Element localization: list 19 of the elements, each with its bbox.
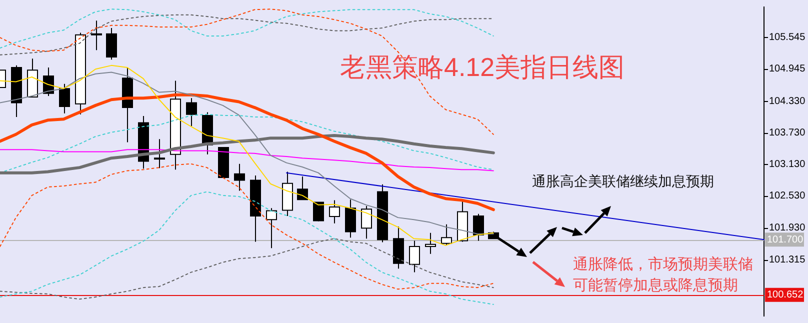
- ref-line-label: 101.700: [767, 234, 804, 246]
- line-series: [0, 191, 494, 305]
- y-tick-label: 105.545: [769, 32, 806, 44]
- y-tick-label: 101.315: [769, 254, 806, 266]
- line-series: [0, 8, 494, 135]
- y-tick-label: 103.730: [769, 128, 806, 139]
- annotation: 通胀降低，市场预期美联储可能暂停加息或降息预期: [573, 255, 754, 296]
- y-tick-label: 103.130: [769, 159, 806, 170]
- y-tick-label: 104.945: [769, 64, 806, 75]
- y-tick-label: 102.530: [769, 190, 806, 202]
- line-series: [0, 14, 494, 56]
- annotation: 通胀高企美联储继续加息预期: [532, 173, 714, 191]
- line-series: [0, 238, 494, 300]
- y-tick-label: 101.930: [769, 222, 806, 234]
- line-series: [0, 163, 494, 290]
- text: 老黑策略4.12美指日线图: [340, 51, 625, 84]
- y-tick-label: 104.330: [769, 96, 806, 107]
- line-series: [0, 8, 494, 49]
- ref-line-label: 100.652: [767, 290, 804, 301]
